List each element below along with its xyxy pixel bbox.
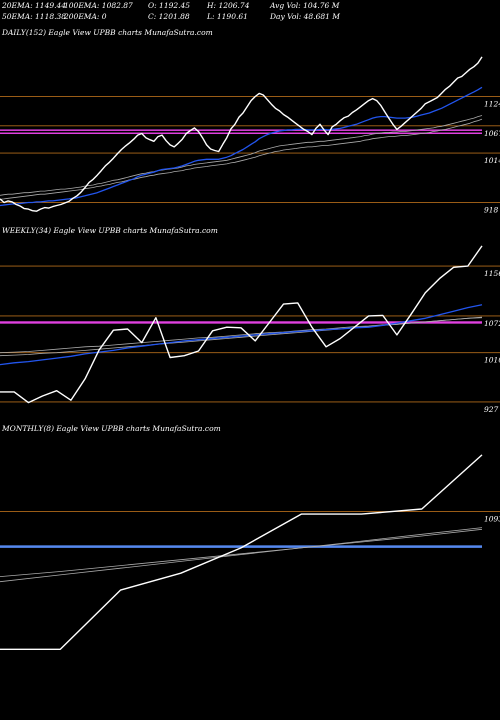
monthly-panel-title: MONTHLY(8) Eagle View UPBB charts Munafa… <box>1 424 221 433</box>
daily-y-tick-3: 1124 <box>484 100 500 109</box>
monthly-series-price <box>0 454 483 650</box>
weekly-panel-title: WEEKLY(34) Eagle View UPBB charts Munafa… <box>2 226 218 235</box>
daily-panel-title: DAILY(152) Eagle View UPBB charts Munafa… <box>1 28 213 37</box>
header-stats: 20EMA: 1149.44 100EMA: 1082.87 O: 1192.4… <box>1 1 340 21</box>
weekly-y-tick-1: 1010 <box>484 356 500 365</box>
stat-200ema: 200EMA: 0 <box>63 12 107 21</box>
daily-y-tick-2: 1067 <box>484 129 500 138</box>
monthly-y-tick-0: 1093 <box>484 515 500 524</box>
monthly-series-ema_slow <box>0 527 483 583</box>
stat-20ema: 20EMA: 1149.44 <box>1 1 66 10</box>
weekly-series-ema_fast <box>0 304 483 366</box>
monthly-panel: 1093 <box>0 454 500 650</box>
monthly-band-0 <box>0 545 482 548</box>
weekly-y-tick-2: 1072 <box>484 319 500 328</box>
daily-y-tick-0: 918 <box>484 205 499 214</box>
daily-series-price <box>0 56 483 212</box>
weekly-y-tick-0: 927 <box>484 405 499 414</box>
daily-series-ema_slow <box>0 115 483 196</box>
daily-band-1 <box>0 132 482 135</box>
daily-series-ema_slow_2 <box>0 118 483 200</box>
weekly-series-price <box>0 245 483 404</box>
stat-avg-vol: Avg Vol: 104.76 M <box>269 1 340 10</box>
weekly-series-ema_slow_2 <box>0 317 483 354</box>
weekly-band-0 <box>0 321 482 324</box>
daily-panel: 918 1014 1067 1124 <box>0 56 500 214</box>
weekly-y-tick-3: 1156 <box>484 269 500 278</box>
stat-close: C: 1201.88 <box>148 12 190 21</box>
daily-band-0 <box>0 129 482 131</box>
weekly-panel: 927 1010 1072 1156 <box>0 245 500 414</box>
stat-50ema: 50EMA: 1118.38 <box>2 12 66 21</box>
stat-high: H: 1206.74 <box>206 1 250 10</box>
stat-low: L: 1190.61 <box>206 12 248 21</box>
monthly-series-ema_slow_2 <box>0 528 483 577</box>
daily-series-ema_fast <box>0 86 483 207</box>
stat-day-vol: Day Vol: 48.681 M <box>269 12 340 21</box>
stat-open: O: 1192.45 <box>148 1 190 10</box>
daily-y-tick-1: 1014 <box>484 156 500 165</box>
stat-100ema: 100EMA: 1082.87 <box>64 1 133 10</box>
